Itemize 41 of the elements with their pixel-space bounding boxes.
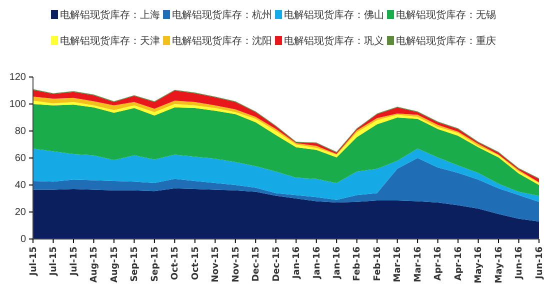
x-tick-label: Dec-15 bbox=[252, 246, 262, 282]
x-tick-label: Jan-16 bbox=[332, 246, 342, 280]
legend-label: 电解铝现货库存：巩义 bbox=[284, 35, 384, 47]
y-tick-label: 100 bbox=[9, 99, 26, 110]
y-tick-label: 120 bbox=[9, 72, 26, 84]
x-tick-label: May-16 bbox=[474, 246, 484, 284]
legend-label: 电解铝现货库存：佛山 bbox=[284, 9, 384, 21]
y-tick-label: 40 bbox=[14, 180, 26, 192]
x-tick-label: Jan-16 bbox=[312, 246, 322, 280]
y-tick-label: 80 bbox=[14, 126, 26, 138]
x-tick-label: Nov-15 bbox=[211, 246, 222, 282]
legend-label: 电解铝现货库存：杭州 bbox=[172, 9, 272, 21]
x-tick-label: Dec-15 bbox=[272, 246, 282, 282]
legend-label: 电解铝现货库存：重庆 bbox=[396, 35, 496, 47]
x-tick-label: Nov-15 bbox=[231, 246, 242, 282]
y-tick-label: 60 bbox=[14, 153, 26, 164]
x-tick-label: May-16 bbox=[494, 246, 504, 284]
x-tick-label: Jul-15 bbox=[49, 246, 60, 277]
x-tick-label: Jun-16 bbox=[514, 246, 525, 280]
x-tick-label: Jul-15 bbox=[69, 246, 80, 277]
x-tick-label: Aug-15 bbox=[110, 246, 120, 283]
x-tick-label: Feb-16 bbox=[352, 246, 363, 282]
x-tick-label: Sep-15 bbox=[130, 246, 140, 282]
legend-label: 电解铝现货库存：沈阳 bbox=[172, 35, 272, 47]
x-tick-label: Apr-16 bbox=[454, 246, 464, 281]
x-tick-label: Apr-16 bbox=[434, 246, 444, 281]
x-tick-label: Sep-15 bbox=[150, 246, 160, 282]
x-tick-label: Mar-16 bbox=[393, 246, 404, 282]
x-tick-label: Mar-16 bbox=[413, 246, 424, 282]
x-tick-label: Oct-15 bbox=[170, 246, 181, 280]
legend-label: 电解铝现货库存：无锡 bbox=[396, 9, 496, 21]
y-tick-label: 0 bbox=[20, 234, 26, 246]
x-tick-label: Oct-15 bbox=[190, 246, 201, 280]
x-tick-label: Jan-16 bbox=[292, 246, 302, 280]
x-tick-label: Feb-16 bbox=[372, 246, 383, 282]
legend-label: 电解铝现货库存：上海 bbox=[60, 9, 160, 21]
legend-label: 电解铝现货库存：天津 bbox=[60, 35, 160, 47]
x-tick-label: Jun-16 bbox=[534, 246, 545, 280]
x-tick-label: Aug-15 bbox=[90, 246, 100, 283]
y-tick-label: 20 bbox=[14, 207, 26, 218]
x-tick-label: Jul-15 bbox=[28, 246, 39, 277]
